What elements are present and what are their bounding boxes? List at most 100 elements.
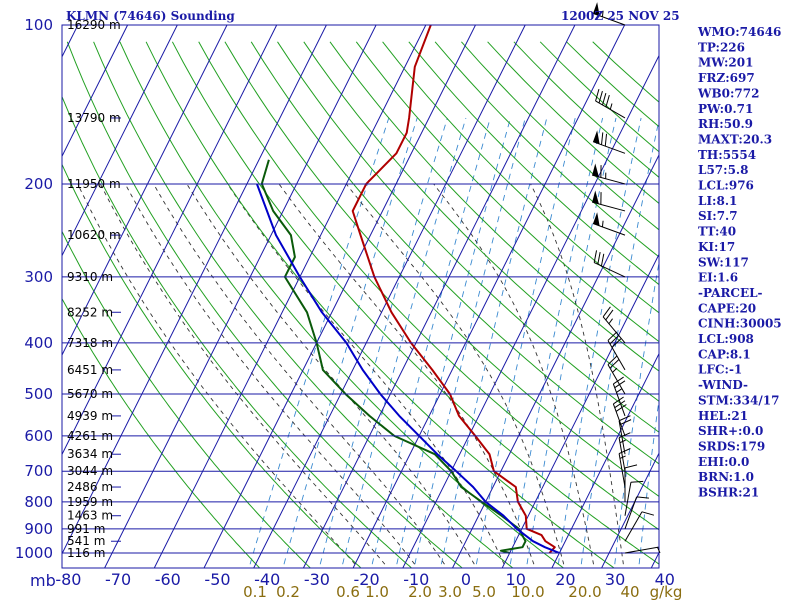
wind-barb-staff: [593, 262, 626, 278]
index-line: CAPE:20: [698, 301, 756, 315]
isobars: [62, 24, 659, 554]
wind-barb-halfflag: [601, 10, 604, 17]
wind-barb: [592, 130, 626, 154]
mixing-ratio-tick-label: 1.0: [365, 583, 389, 600]
mixing-ratio-line: [475, 117, 576, 565]
mixing-ratio-axis: 0.1 0.2 0.6 1.0 2.0 3.0 5.0 10.0 20.0 40 g/kg: [243, 583, 682, 600]
isotherm-line: [402, 54, 659, 568]
mixing-ratio-tick-label: 0.1: [243, 583, 267, 600]
index-line: TH:5554: [698, 148, 756, 162]
temperature-tick-label: 0: [461, 570, 471, 589]
mixing-ratio-tick-label: 40: [620, 583, 639, 600]
wind-barb-flag: [609, 359, 620, 369]
wind-barb-pennant: [593, 130, 600, 145]
isotherm-line: [452, 153, 659, 568]
isotherm-line: [62, 25, 278, 456]
height-label: 3044 m: [67, 464, 113, 478]
wind-barb-staff: [607, 364, 626, 395]
pressure-tick-label: 900: [24, 520, 53, 538]
index-line: TT:40: [698, 225, 736, 239]
height-label: 2486 m: [67, 480, 113, 494]
index-line: SW:117: [698, 255, 749, 269]
index-line: LI:8.1: [698, 194, 737, 208]
wind-barb-staff: [624, 546, 659, 554]
wind-barb-staff: [618, 437, 626, 472]
wind-barb-flag: [613, 396, 624, 405]
wind-barb-pennant: [593, 212, 600, 226]
wind-barb-flag: [613, 376, 624, 385]
isotherm-line: [62, 25, 228, 357]
isotherm-line: [253, 25, 526, 568]
moist-adiabat-line: [124, 183, 415, 565]
isotherm-line: [352, 25, 626, 568]
index-line: SI:7.7: [698, 209, 738, 223]
wind-barb-flag: [607, 355, 618, 365]
mixing-ratio-tick-label: 0.6: [336, 583, 360, 600]
wind-barb-flag: [615, 404, 627, 412]
height-label: 7318 m: [67, 336, 113, 350]
isotherm-line: [601, 452, 659, 568]
mixing-ratio-tick-label: 20.0: [568, 583, 601, 600]
wind-barb-flag: [611, 338, 622, 348]
index-line: HEL:21: [698, 409, 748, 423]
wind-barb-flag: [597, 252, 601, 265]
wind-barb: [618, 432, 631, 472]
plot-frame: [61, 24, 660, 569]
wind-barb-flag: [636, 496, 649, 499]
dry-adiabat-line: [62, 297, 260, 568]
index-line: LCL:976: [698, 179, 754, 193]
index-line: EI:1.6: [698, 271, 738, 285]
pressure-tick-label: 400: [24, 334, 53, 352]
index-line: MAXT:20.3: [698, 132, 772, 146]
isotherm-line: [62, 25, 129, 158]
mixing-ratio-line: [396, 117, 511, 565]
height-label: 116 m: [67, 546, 105, 560]
wind-barb-staff: [624, 496, 638, 530]
wind-barb-halfflag: [609, 103, 613, 110]
index-line: SHR+:0.0: [698, 424, 763, 438]
dry-adiabat-line: [408, 41, 659, 286]
temperature-tick-label: -50: [204, 570, 230, 589]
wind-barb-staff: [618, 453, 626, 488]
isotherm-line: [0, 25, 28, 568]
temperature-tick-label: 10: [506, 570, 526, 589]
wind-barb: [593, 250, 626, 278]
isotherm-line: [551, 352, 659, 568]
dry-adiabat-line: [329, 41, 659, 372]
wind-barb-staff: [592, 141, 626, 154]
wind-barbs: [592, 2, 661, 554]
wind-barb: [592, 212, 626, 236]
wind-barb: [592, 190, 626, 212]
mixing-ratio-line: [371, 117, 491, 565]
wind-barb-halfflag: [616, 388, 622, 393]
wind-barb-flag: [605, 94, 610, 108]
wind-barb-staff: [624, 482, 632, 516]
wind-barb: [592, 2, 626, 26]
wind-barb-pennant: [592, 190, 599, 204]
index-line: WMO:74646: [697, 25, 781, 39]
dry-adiabat-line: [355, 41, 659, 343]
wind-barb-flag: [601, 132, 604, 145]
dry-adiabat-line: [171, 41, 659, 565]
wind-barb-flag: [598, 90, 603, 104]
index-line: SRDS:179: [698, 439, 765, 453]
moist-adiabat-line: [186, 183, 475, 565]
dry-adiabat-line: [62, 95, 412, 568]
wind-barb-flag: [624, 464, 638, 469]
temperature-tick-label: -80: [55, 570, 81, 589]
wind-barb-flag: [602, 306, 611, 318]
wind-barb-flag: [605, 309, 614, 321]
height-label: 8252 m: [67, 305, 113, 319]
wind-barb-flag: [609, 334, 620, 345]
pressure-tick-label: 100: [24, 16, 53, 34]
dry-adiabat-line: [224, 41, 659, 497]
pressure-tick-label: 300: [24, 268, 53, 286]
height-label: 4261 m: [67, 429, 113, 443]
height-label: 1463 m: [67, 509, 113, 523]
index-line: -PARCEL-: [698, 286, 763, 300]
wind-barb-halfflag: [601, 220, 604, 227]
index-line: L57:5.8: [698, 163, 748, 177]
isotherm-line: [302, 25, 576, 568]
index-line: -WIND-: [698, 378, 748, 392]
